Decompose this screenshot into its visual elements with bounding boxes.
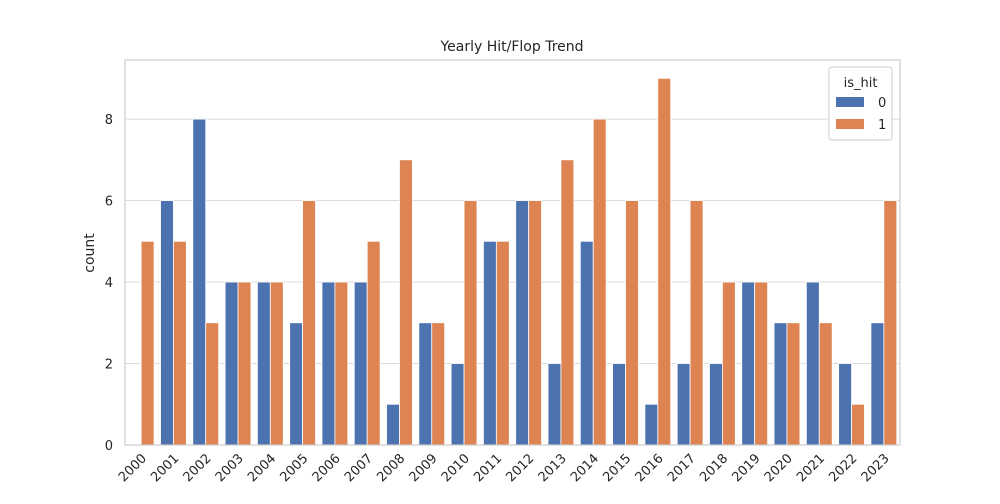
y-tick-label: 6 bbox=[105, 195, 113, 210]
legend-label-0: 0 bbox=[878, 96, 886, 111]
bar-2006-series-1 bbox=[334, 281, 349, 446]
bar-2002-series-1 bbox=[205, 322, 220, 446]
chart-title: Yearly Hit/Flop Trend bbox=[439, 39, 583, 55]
bar-2019-series-1 bbox=[754, 281, 769, 446]
bar-2010-series-0 bbox=[450, 363, 465, 446]
y-tick-label: 2 bbox=[105, 358, 113, 373]
bar-2005-series-1 bbox=[302, 200, 316, 446]
bar-2020-series-0 bbox=[773, 322, 788, 446]
bar-2023-series-0 bbox=[870, 322, 885, 446]
bar-2017-series-1 bbox=[689, 200, 704, 446]
legend-title: is_hit bbox=[844, 76, 878, 91]
bar-2014-series-1 bbox=[592, 118, 607, 446]
legend-swatch-1 bbox=[836, 119, 864, 129]
bar-2018-series-1 bbox=[721, 281, 736, 446]
bar-2010-series-1 bbox=[463, 200, 478, 446]
y-tick-label: 0 bbox=[105, 439, 113, 454]
bar-2015-series-0 bbox=[612, 363, 626, 446]
bar-2009-series-0 bbox=[418, 322, 433, 446]
bar-2015-series-1 bbox=[625, 200, 639, 446]
legend-swatch-0 bbox=[836, 97, 864, 107]
bar-2013-series-0 bbox=[547, 363, 562, 446]
bar-2011-series-1 bbox=[495, 240, 510, 446]
bar-2008-series-1 bbox=[399, 159, 413, 446]
bar-2004-series-0 bbox=[256, 281, 271, 446]
bar-2004-series-1 bbox=[269, 281, 284, 446]
bar-2003-series-1 bbox=[237, 281, 252, 446]
y-axis-label: count bbox=[82, 233, 98, 273]
bar-2018-series-0 bbox=[709, 363, 723, 446]
bar-2021-series-0 bbox=[805, 281, 820, 446]
bar-2019-series-0 bbox=[741, 281, 756, 446]
bar-2002-series-0 bbox=[192, 118, 207, 446]
bar-2012-series-1 bbox=[528, 200, 542, 446]
bar-2014-series-0 bbox=[579, 240, 594, 446]
y-tick-label: 4 bbox=[105, 276, 113, 291]
plot-frame bbox=[124, 59, 901, 446]
bar-2013-series-1 bbox=[560, 159, 575, 446]
bar-2011-series-0 bbox=[483, 240, 497, 446]
bar-2006-series-0 bbox=[321, 281, 336, 446]
bar-2001-series-1 bbox=[173, 240, 187, 446]
bar-2022-series-0 bbox=[838, 363, 852, 446]
bar-2021-series-1 bbox=[818, 322, 833, 446]
legend-label-1: 1 bbox=[878, 118, 886, 133]
bar-2022-series-1 bbox=[851, 403, 865, 446]
bar-2008-series-0 bbox=[386, 403, 400, 446]
bar-2001-series-0 bbox=[160, 200, 174, 446]
bar-2020-series-1 bbox=[786, 322, 801, 446]
bar-2009-series-1 bbox=[431, 322, 446, 446]
bar-2007-series-0 bbox=[353, 281, 368, 446]
bar-2012-series-0 bbox=[515, 200, 530, 446]
bar-2007-series-1 bbox=[366, 240, 381, 446]
y-tick-label: 8 bbox=[105, 113, 113, 128]
bar-2000-series-1 bbox=[140, 240, 155, 446]
bar-2023-series-1 bbox=[883, 200, 898, 446]
bar-2016-series-1 bbox=[657, 77, 672, 446]
bar-2003-series-0 bbox=[224, 281, 239, 446]
bar-2005-series-0 bbox=[289, 322, 304, 446]
bar-2017-series-0 bbox=[676, 363, 691, 446]
bar-2016-series-0 bbox=[644, 403, 659, 446]
